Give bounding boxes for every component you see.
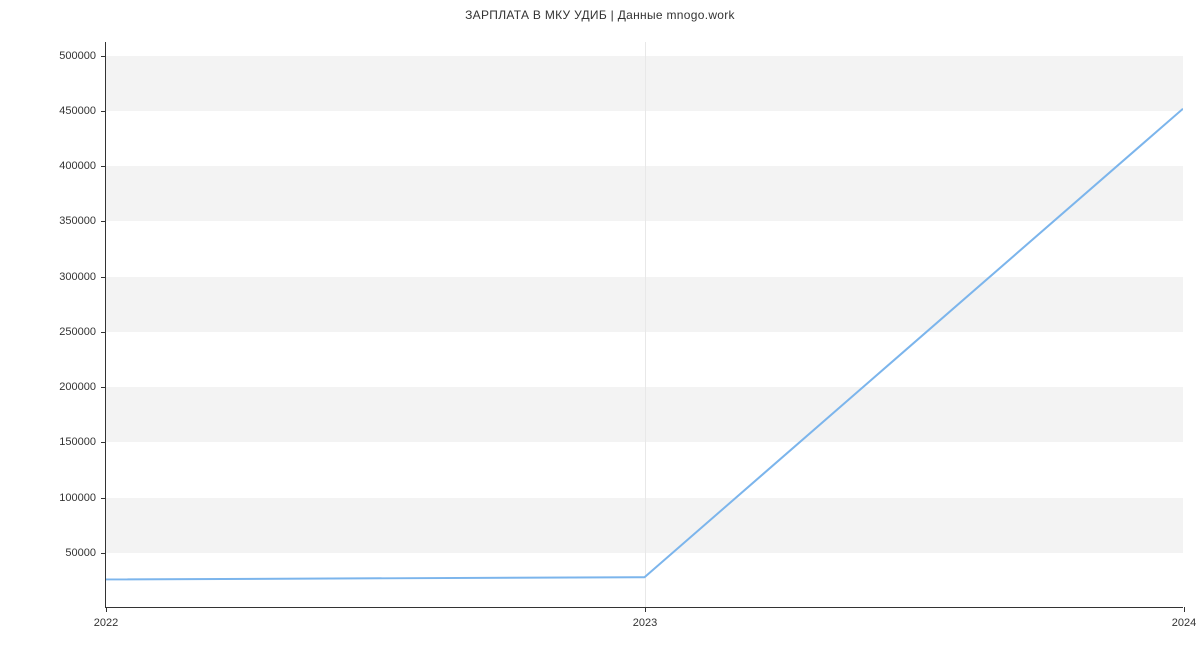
y-tick-mark (101, 332, 106, 333)
y-tick-mark (101, 387, 106, 388)
y-tick-label: 400000 (59, 160, 96, 172)
x-tick-mark (106, 607, 107, 612)
y-tick-mark (101, 442, 106, 443)
y-tick-mark (101, 221, 106, 222)
y-tick-label: 300000 (59, 271, 96, 283)
y-tick-label: 450000 (59, 105, 96, 117)
x-tick-label: 2022 (94, 617, 118, 629)
y-tick-label: 500000 (59, 50, 96, 62)
x-tick-mark (1184, 607, 1185, 612)
y-tick-label: 50000 (65, 547, 96, 559)
y-tick-mark (101, 166, 106, 167)
y-tick-label: 250000 (59, 326, 96, 338)
y-tick-mark (101, 56, 106, 57)
x-tick-label: 2024 (1172, 617, 1196, 629)
y-tick-label: 350000 (59, 215, 96, 227)
x-tick-mark (645, 607, 646, 612)
y-tick-mark (101, 111, 106, 112)
chart-plot-area: 2022202320245000010000015000020000025000… (105, 42, 1183, 608)
y-tick-label: 150000 (59, 436, 96, 448)
y-tick-mark (101, 553, 106, 554)
y-tick-label: 200000 (59, 381, 96, 393)
y-tick-label: 100000 (59, 492, 96, 504)
y-tick-mark (101, 277, 106, 278)
x-grid-line (645, 42, 646, 607)
x-tick-label: 2023 (633, 617, 657, 629)
y-tick-mark (101, 498, 106, 499)
chart-title: ЗАРПЛАТА В МКУ УДИБ | Данные mnogo.work (0, 0, 1200, 22)
